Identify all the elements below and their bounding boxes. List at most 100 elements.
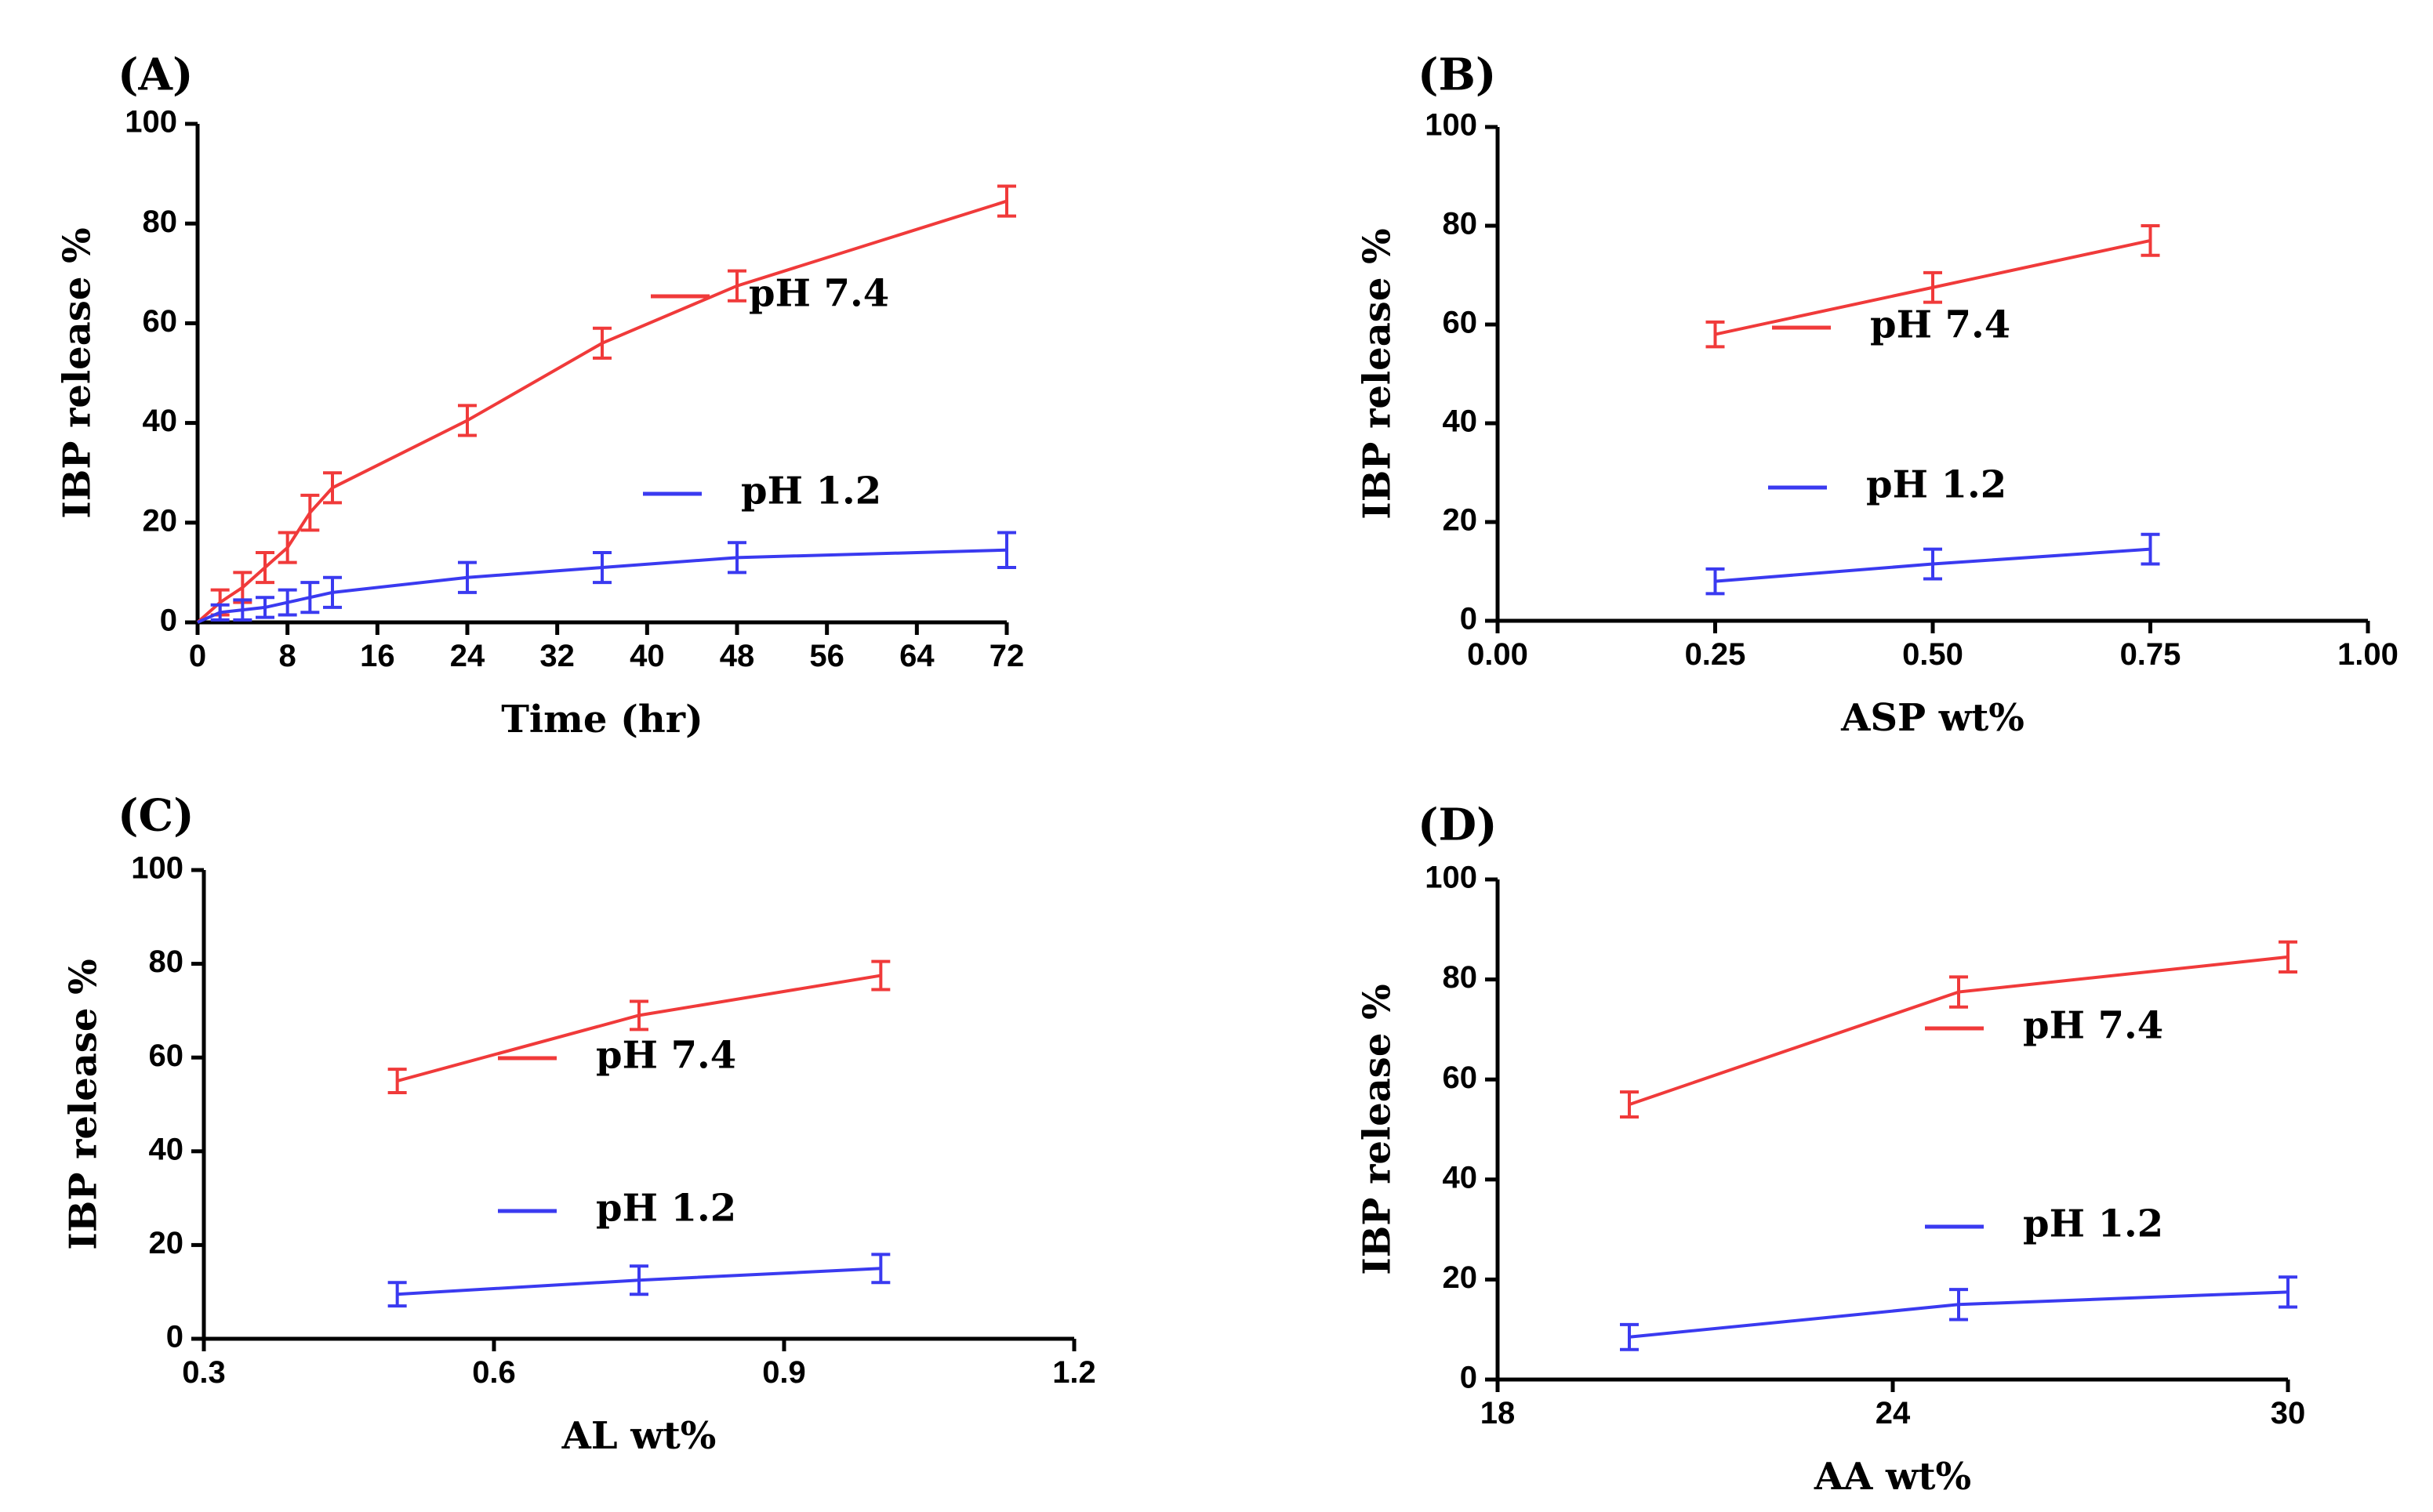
legend-label: pH 7.4 <box>1870 303 2010 347</box>
legend-entry: pH 7.4 <box>651 272 889 316</box>
y-tick-label: 80 <box>149 945 184 979</box>
panel-b: (B) 0.00 0.25 0.50 0.75 1.00 0 20 40 60 80 100 ASP w… <box>1356 49 2399 740</box>
panel-label: (A) <box>118 49 193 101</box>
error-bar <box>2279 1275 2297 1309</box>
x-tick-label: 8 <box>279 639 296 673</box>
x-tick-label: 0.00 <box>1467 637 1528 672</box>
x-tick-label: 18 <box>1480 1396 1516 1430</box>
error-bar <box>871 959 891 992</box>
error-bar <box>630 999 648 1032</box>
y-axis-title: IBP release % <box>1356 984 1400 1275</box>
legend-entry: pH 7.4 <box>498 1034 736 1078</box>
legend-label: pH 1.2 <box>596 1187 736 1231</box>
y-tick-label: 0 <box>166 1320 183 1354</box>
panel-a: (A) 0 8 16 24 32 40 48 56 64 72 0 20 40 60 80 100 Time (h… <box>56 49 1025 741</box>
y-axis-title: IBP release % <box>1356 228 1400 519</box>
panel-d: (D) 18 24 30 0 20 40 60 80 100 AA wt% IBP release %… <box>1356 800 2306 1499</box>
error-bar <box>593 326 612 360</box>
legend-entry: pH 7.4 <box>1772 303 2010 347</box>
error-bar <box>278 531 297 564</box>
series-ph-1-2 <box>1620 1275 2297 1351</box>
error-bar <box>458 404 477 437</box>
x-tick-label: 24 <box>1876 1396 1911 1430</box>
x-tick-label: 0.25 <box>1685 637 1746 672</box>
y-tick-label: 100 <box>1425 108 1477 143</box>
x-tick-label: 64 <box>899 639 935 673</box>
error-bar <box>1620 1090 1639 1119</box>
x-tick-label: 72 <box>990 639 1025 673</box>
x-axis-title: AL wt% <box>561 1414 717 1458</box>
legend-label: pH 7.4 <box>749 272 889 316</box>
error-bar <box>387 1068 407 1095</box>
y-tick-label: 100 <box>1425 861 1477 895</box>
error-bar <box>387 1281 407 1308</box>
x-tick-label: 0.6 <box>472 1355 516 1390</box>
y-tick-label: 0 <box>1460 1361 1477 1395</box>
x-tick-label: 0 <box>189 639 206 673</box>
legend-label: pH 1.2 <box>2023 1202 2163 1246</box>
series-ph-7-4 <box>1620 940 2297 1119</box>
y-tick-label: 60 <box>1443 306 1478 340</box>
x-tick-label: 24 <box>450 639 485 673</box>
x-tick-label: 0.75 <box>2120 637 2181 672</box>
error-bar <box>1949 1288 1968 1322</box>
error-bar <box>210 603 230 622</box>
error-bar <box>1923 547 1942 581</box>
y-axis-title: IBP release % <box>56 227 100 518</box>
x-tick-label: 1.00 <box>2337 637 2399 672</box>
y-tick-label: 40 <box>1443 1160 1478 1195</box>
legend-entry: pH 1.2 <box>498 1187 736 1231</box>
error-bar <box>728 269 746 303</box>
error-bar <box>2141 532 2160 566</box>
error-bar <box>1705 567 1725 596</box>
x-tick-label: 30 <box>2271 1396 2306 1430</box>
y-axis-title: IBP release % <box>62 959 106 1249</box>
x-axis-title: AA wt% <box>1814 1455 1971 1499</box>
error-bar <box>323 575 342 609</box>
error-bar <box>728 541 746 575</box>
y-tick-label: 40 <box>1443 404 1478 439</box>
y-tick-label: 80 <box>143 205 178 239</box>
error-bar <box>997 184 1016 218</box>
y-tick-label: 60 <box>143 304 178 339</box>
legend-label: pH 7.4 <box>2023 1004 2163 1048</box>
x-tick-label: 0.50 <box>1902 637 1963 672</box>
error-bar <box>2141 224 2160 257</box>
error-bar <box>2279 940 2297 974</box>
error-bar <box>630 1264 648 1296</box>
y-tick-label: 40 <box>143 404 178 438</box>
y-tick-label: 20 <box>1443 1260 1478 1295</box>
panel-label: (B) <box>1418 49 1496 101</box>
x-axis-title: Time (hr) <box>501 698 703 741</box>
x-tick-label: 32 <box>539 639 575 673</box>
series-ph-1-2 <box>387 1253 891 1308</box>
error-bar <box>256 596 274 619</box>
y-tick-label: 20 <box>149 1226 184 1260</box>
x-tick-label: 1.2 <box>1052 1355 1096 1390</box>
series-ph-1-2 <box>197 531 1016 624</box>
legend-label: pH 1.2 <box>741 470 881 513</box>
y-tick-label: 0 <box>1460 602 1477 636</box>
legend-label: pH 7.4 <box>596 1034 736 1078</box>
y-tick-label: 100 <box>131 851 183 886</box>
error-bar <box>323 471 342 505</box>
legend-label: pH 1.2 <box>1866 463 2006 507</box>
error-bar <box>300 493 320 532</box>
panel-c: (C) 0.3 0.6 0.9 1.2 0 20 40 60 80 100 AL wt% IBP rel… <box>62 790 1096 1458</box>
y-tick-label: 40 <box>149 1132 184 1166</box>
y-tick-label: 60 <box>149 1039 184 1073</box>
panel-label: (C) <box>118 790 194 842</box>
y-tick-label: 0 <box>160 604 177 638</box>
x-tick-label: 48 <box>720 639 755 673</box>
error-bar <box>300 581 320 615</box>
legend-entry: pH 1.2 <box>1925 1202 2163 1246</box>
legend-entry: pH 7.4 <box>1925 1004 2163 1048</box>
x-axis-title: ASP wt% <box>1840 696 2024 740</box>
y-tick-label: 20 <box>1443 503 1478 538</box>
error-bar <box>278 588 297 617</box>
error-bar <box>1705 320 1725 349</box>
legend-entry: pH 1.2 <box>643 470 881 513</box>
error-bar <box>233 598 252 622</box>
series-ph-7-4 <box>387 959 891 1095</box>
